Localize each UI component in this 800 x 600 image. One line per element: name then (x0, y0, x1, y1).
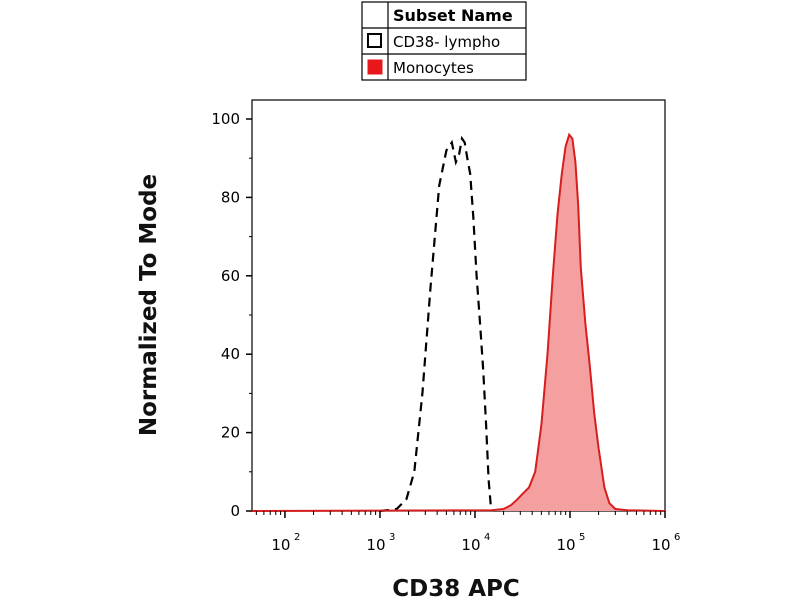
x-axis: 10 2 10 3 10 4 10 5 10 6 (255, 511, 680, 554)
y-tick-label-40: 40 (221, 345, 240, 363)
y-tick-label-100: 100 (211, 110, 240, 128)
x-tick-label-1000000: 10 (651, 536, 670, 554)
x-tick-label-100000: 10 (556, 536, 575, 554)
x-axis-label: CD38 APC (392, 576, 520, 600)
legend-box (361, 1, 527, 81)
x-tick-exponent-100000: 5 (579, 532, 585, 543)
y-tick-label-0: 0 (230, 502, 240, 520)
y-axis-label: Normalized To Mode (136, 174, 162, 436)
plot-frame (251, 99, 666, 512)
x-tick-exponent-1000000: 6 (674, 532, 680, 543)
series-line-cd38-lympho (379, 135, 495, 513)
x-tick-label-1000: 10 (366, 536, 385, 554)
legend-swatch-cd38-lympho (367, 33, 382, 48)
legend-swatch-monocytes (367, 59, 383, 75)
series-line-monocytes (251, 132, 666, 512)
x-tick-exponent-100: 2 (294, 532, 300, 543)
x-tick-label-10000: 10 (461, 536, 480, 554)
legend-label-cd38-lympho: CD38- lympho (393, 33, 500, 51)
legend-label-monocytes: Monocytes (393, 59, 474, 77)
y-tick-label-20: 20 (221, 424, 240, 442)
x-tick-label-100: 10 (271, 536, 290, 554)
y-tick-label-60: 60 (221, 267, 240, 285)
series-area-monocytes (252, 134, 665, 511)
legend: Subset Name CD38- lympho Monocytes (361, 1, 527, 81)
legend-header: Subset Name (393, 6, 513, 25)
series-layer (251, 132, 666, 513)
x-tick-exponent-1000: 3 (389, 532, 395, 543)
y-axis: 0 20 40 60 80 100 (211, 110, 252, 520)
x-tick-exponent-10000: 4 (484, 532, 490, 543)
y-tick-label-80: 80 (221, 188, 240, 206)
